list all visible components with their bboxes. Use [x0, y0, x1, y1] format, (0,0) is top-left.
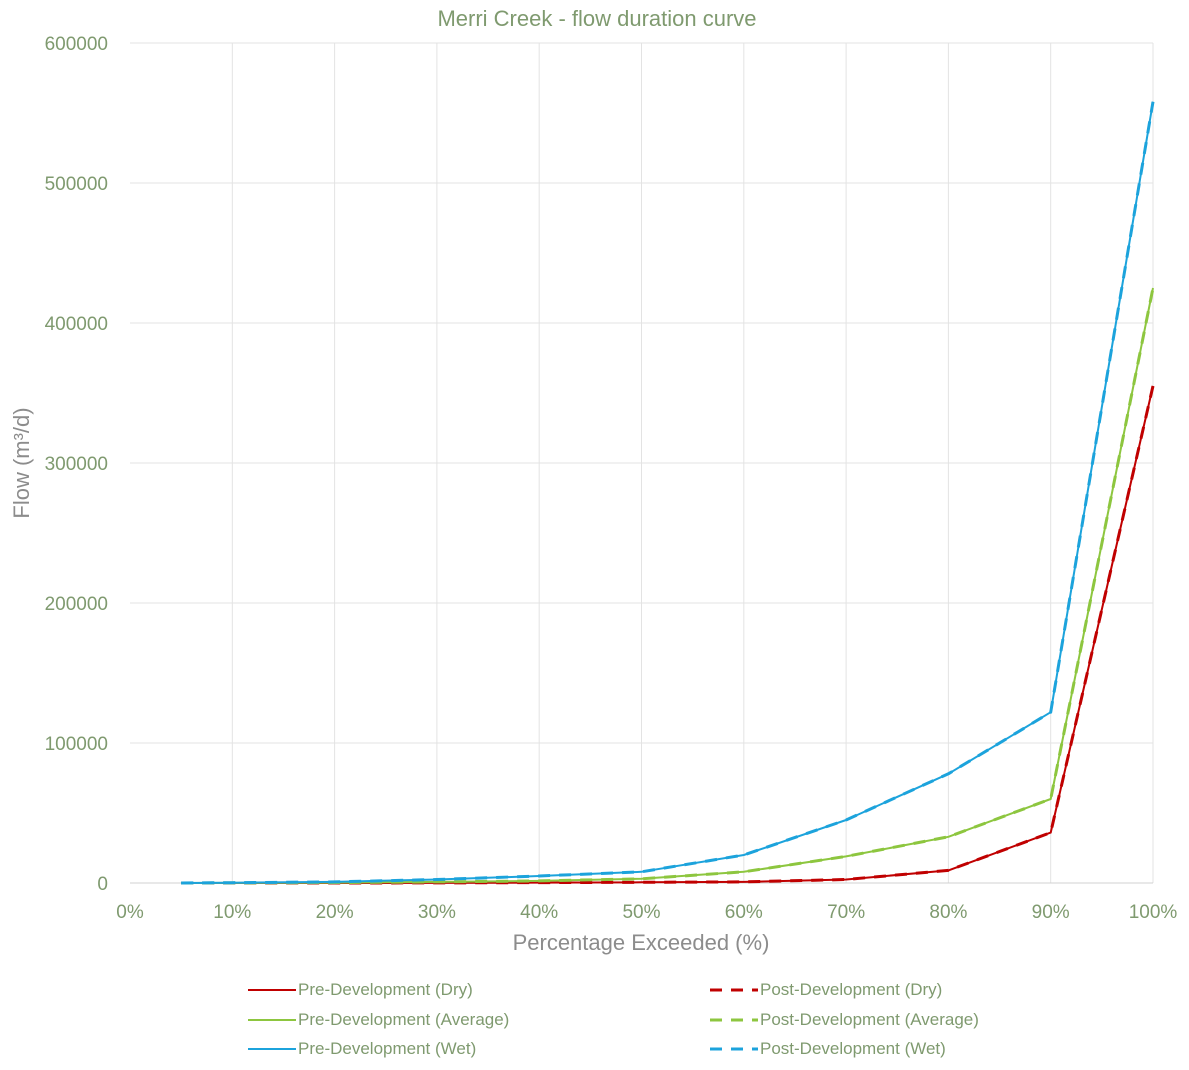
x-tick-label: 100% [1129, 902, 1178, 923]
x-tick-label: 70% [827, 902, 865, 923]
y-tick-label: 100000 [45, 734, 108, 755]
legend-item: Post-Development (Dry) [710, 980, 942, 999]
series-line-pre-development-average [181, 287, 1154, 884]
x-tick-label: 0% [116, 902, 144, 923]
y-axis-title: Flow (m³/d) [9, 407, 34, 518]
y-tick-label: 500000 [45, 174, 108, 195]
y-tick-label: 400000 [45, 314, 108, 335]
series-lines [181, 101, 1155, 885]
series-line-pre-development-wet [181, 101, 1154, 884]
y-tick-label: 0 [97, 874, 108, 895]
y-tick-label: 300000 [45, 454, 108, 475]
chart-title: Merri Creek - flow duration curve [437, 6, 756, 31]
x-tick-label: 40% [520, 902, 558, 923]
x-tick-label: 50% [622, 902, 660, 923]
legend-item: Pre-Development (Dry) [248, 980, 473, 999]
series-line-post-development-dry [181, 385, 1155, 885]
legend-label: Pre-Development (Wet) [298, 1039, 476, 1058]
legend-item: Pre-Development (Wet) [248, 1039, 476, 1058]
legend-label: Post-Development (Average) [760, 1010, 979, 1029]
series-line-pre-development-dry [181, 385, 1154, 884]
x-tick-label: 10% [213, 902, 251, 923]
y-tick-label: 200000 [45, 594, 108, 615]
legend-label: Post-Development (Dry) [760, 980, 942, 999]
x-tick-label: 30% [418, 902, 456, 923]
series-line-post-development-wet [181, 101, 1155, 885]
axis-ticks: 0% 10% 20% 30% 40% 50% 60% 70% 80% 90% 100% 0 100000… [45, 34, 1178, 923]
legend-label: Pre-Development (Dry) [298, 980, 473, 999]
x-tick-label: 90% [1032, 902, 1070, 923]
legend-item: Post-Development (Wet) [710, 1039, 946, 1058]
x-tick-label: 20% [316, 902, 354, 923]
legend-label: Pre-Development (Average) [298, 1010, 509, 1029]
gridlines [130, 42, 1154, 884]
series-line-post-development-average [181, 287, 1155, 885]
x-tick-label: 60% [725, 902, 763, 923]
y-tick-label: 600000 [45, 34, 108, 55]
x-axis-title: Percentage Exceeded (%) [513, 930, 770, 955]
legend-item: Post-Development (Average) [710, 1010, 979, 1029]
x-tick-label: 80% [929, 902, 967, 923]
legend-item: Pre-Development (Average) [248, 1010, 509, 1029]
legend: Pre-Development (Dry) Pre-Development (Av… [248, 980, 979, 1058]
legend-label: Post-Development (Wet) [760, 1039, 946, 1058]
